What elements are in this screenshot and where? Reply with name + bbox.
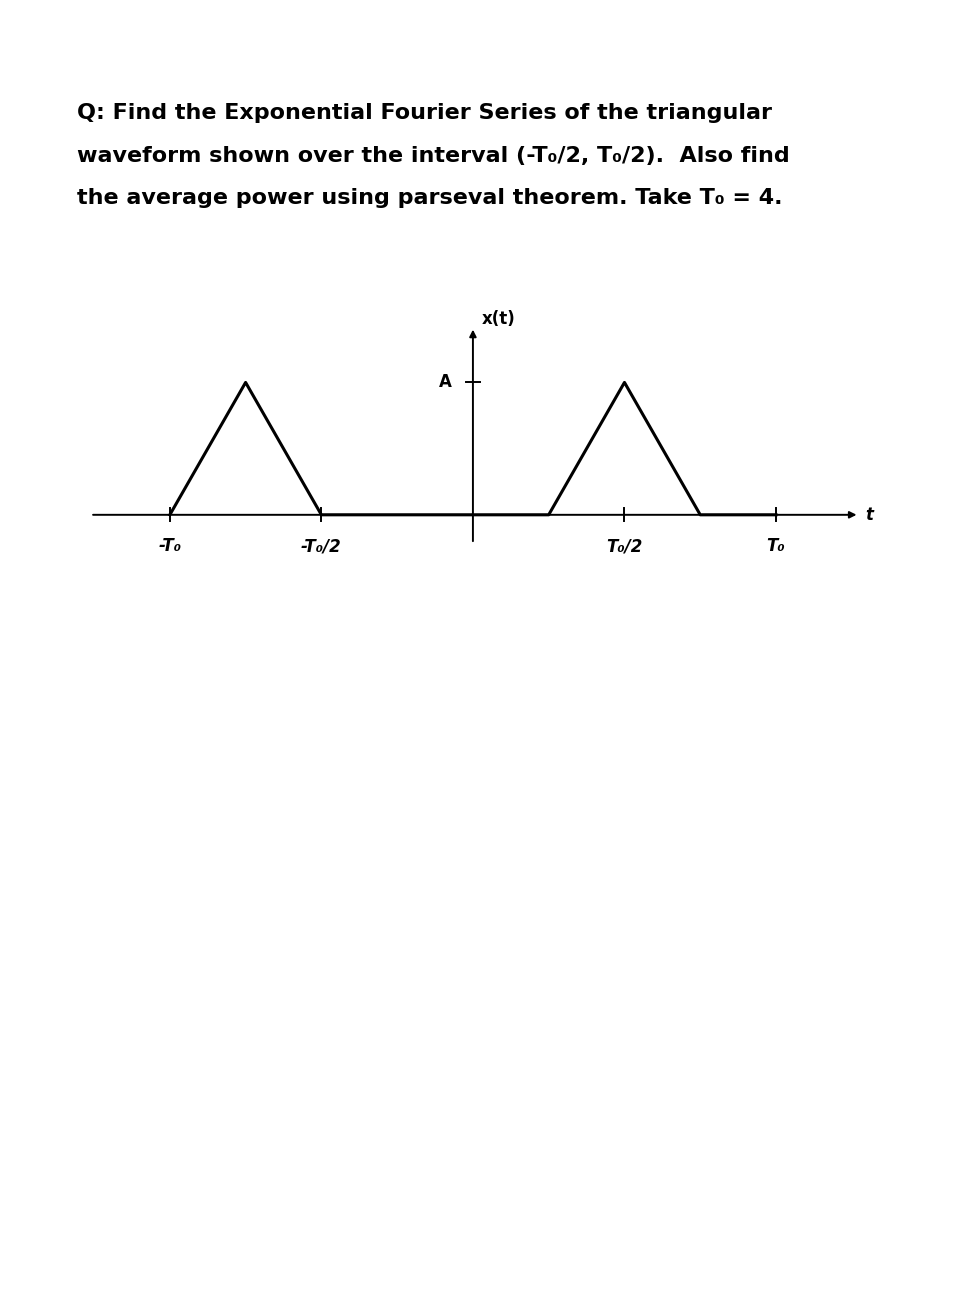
Text: the average power using parseval theorem. Take T₀ = 4.: the average power using parseval theorem… xyxy=(77,188,782,209)
Text: -T₀/2: -T₀/2 xyxy=(301,538,342,555)
Text: t: t xyxy=(866,506,874,524)
Text: A: A xyxy=(439,373,452,391)
Text: -T₀: -T₀ xyxy=(159,538,182,555)
Text: Q: Find the Exponential Fourier Series of the triangular: Q: Find the Exponential Fourier Series o… xyxy=(77,103,772,124)
Text: T₀/2: T₀/2 xyxy=(606,538,643,555)
Text: x(t): x(t) xyxy=(482,310,516,328)
Text: waveform shown over the interval (-T₀/2, T₀/2).  Also find: waveform shown over the interval (-T₀/2,… xyxy=(77,146,790,166)
Text: T₀: T₀ xyxy=(767,538,785,555)
